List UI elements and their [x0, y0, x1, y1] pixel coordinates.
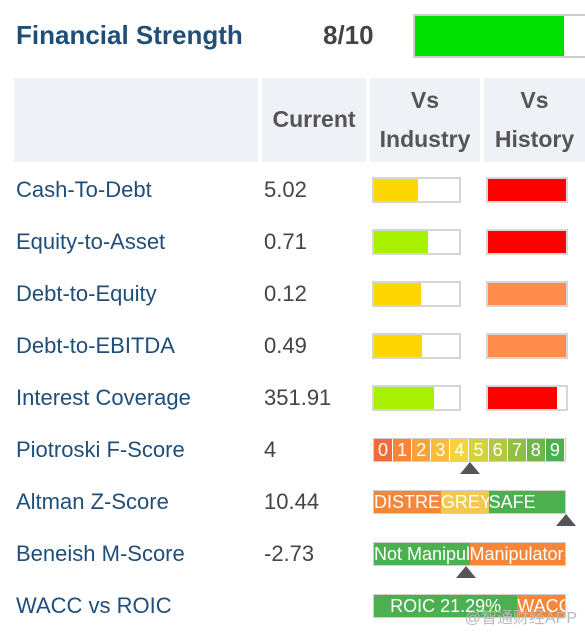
- vs-history-bar: [486, 385, 568, 411]
- metric-name[interactable]: Beneish M-Score: [16, 541, 185, 566]
- metric-name[interactable]: Interest Coverage: [16, 385, 191, 410]
- vs-history-bar: [486, 333, 568, 359]
- vs-history-bar: [486, 177, 568, 203]
- column-header-metric: [14, 78, 258, 162]
- piotroski-digit: 4: [450, 439, 470, 461]
- beneish-marker-icon: [455, 566, 476, 578]
- metric-name[interactable]: Equity-to-Asset: [16, 229, 166, 254]
- column-header-vs-history: Vs History: [484, 78, 585, 162]
- altman-zone-grey: GREY: [440, 491, 489, 513]
- vs-industry-bar-fill: [374, 387, 434, 409]
- column-header-vs-industry: Vs Industry: [370, 78, 480, 162]
- wacc-row: WACC vs ROIC ROIC 21.29% WACC: [0, 580, 585, 632]
- vs-industry-bar: [372, 281, 461, 307]
- strength-score-bar-fill: [415, 16, 564, 56]
- metric-value: 5.02: [264, 177, 307, 202]
- column-header-current-label: Current: [272, 106, 356, 133]
- column-header-industry-label: Industry: [379, 126, 471, 152]
- piotroski-digit: 3: [431, 439, 451, 461]
- strength-score-bar: [413, 14, 585, 58]
- vs-history-bar-fill: [488, 335, 566, 357]
- metric-name[interactable]: Debt-to-EBITDA: [16, 333, 175, 358]
- altman-zone-distress: DISTRESS: [374, 491, 441, 513]
- wacc-roic-scale: ROIC 21.29% WACC: [373, 594, 566, 618]
- altman-marker-icon: [556, 514, 576, 526]
- piotroski-digit: 5: [469, 439, 489, 461]
- metric-name[interactable]: Piotroski F-Score: [16, 437, 185, 462]
- section-title: Financial Strength: [16, 20, 243, 50]
- table-row: Debt-to-Equity 0.12: [0, 268, 585, 320]
- piotroski-digit: 7: [507, 439, 527, 461]
- vs-history-bar-fill: [488, 387, 558, 409]
- column-header-current: Current: [262, 78, 366, 162]
- piotroski-digit: 2: [412, 439, 432, 461]
- vs-history-bar-fill: [488, 231, 566, 253]
- column-header-vs-label: Vs: [410, 86, 440, 113]
- table-row: Cash-To-Debt 5.02: [0, 164, 585, 216]
- column-header-vs-label: Vs: [520, 86, 549, 113]
- vs-history-bar-fill: [488, 179, 566, 201]
- piotroski-digit: 6: [488, 439, 508, 461]
- vs-industry-bar: [372, 177, 461, 203]
- beneish-zone-manipulator: Manipulator: [469, 543, 565, 565]
- wacc-roic-zone-wacc: WACC: [517, 595, 565, 617]
- altman-zone-safe: SAFE: [488, 491, 565, 513]
- metric-value: 10.44: [264, 489, 320, 514]
- column-header-history-label: History: [494, 126, 575, 152]
- vs-industry-bar-fill: [374, 283, 421, 305]
- strength-score: 8/10: [323, 20, 374, 50]
- vs-industry-bar: [372, 229, 461, 255]
- metric-value: -2.73: [264, 541, 315, 566]
- vs-industry-bar-fill: [374, 335, 422, 357]
- vs-history-bar-fill: [488, 283, 566, 305]
- metric-name[interactable]: WACC vs ROIC: [16, 593, 172, 618]
- altman-scale: DISTRESS GREY SAFE: [373, 490, 566, 514]
- vs-history-bar: [486, 281, 568, 307]
- vs-industry-bar: [372, 333, 461, 359]
- financial-strength-header: Financial Strength 8/10: [0, 0, 585, 72]
- metric-value: 0.12: [264, 281, 307, 306]
- table-row: Interest Coverage 351.91: [0, 372, 585, 424]
- beneish-zone-not-manipulator: Not Manipulator: [374, 543, 470, 565]
- metric-value: 0.71: [264, 229, 307, 254]
- table-row: Debt-to-EBITDA 0.49: [0, 320, 585, 372]
- metric-name[interactable]: Cash-To-Debt: [16, 177, 152, 202]
- metric-name[interactable]: Debt-to-Equity: [16, 281, 157, 306]
- altman-row: Altman Z-Score 10.44 DISTRESS GREY SAFE: [0, 476, 585, 528]
- piotroski-digit: 9: [545, 439, 565, 461]
- metric-name[interactable]: Altman Z-Score: [16, 489, 169, 514]
- beneish-row: Beneish M-Score -2.73 Not Manipulator Ma…: [0, 528, 585, 580]
- wacc-roic-zone-roic: ROIC 21.29%: [374, 595, 518, 617]
- metric-value: 4: [264, 437, 277, 462]
- vs-history-bar: [486, 229, 568, 255]
- vs-industry-bar: [372, 385, 461, 411]
- vs-industry-bar-fill: [374, 231, 428, 253]
- metric-value: 0.49: [264, 333, 307, 358]
- table-row: Equity-to-Asset 0.71: [0, 216, 585, 268]
- piotroski-marker-icon: [459, 462, 480, 474]
- piotroski-digit: 8: [526, 439, 546, 461]
- beneish-scale: Not Manipulator Manipulator: [373, 542, 566, 566]
- piotroski-digit: 1: [393, 439, 413, 461]
- piotroski-digit: 0: [374, 439, 394, 461]
- metric-value: 351.91: [264, 385, 332, 410]
- watermark: @智通财经APP: [464, 610, 577, 627]
- vs-industry-bar-fill: [374, 179, 419, 201]
